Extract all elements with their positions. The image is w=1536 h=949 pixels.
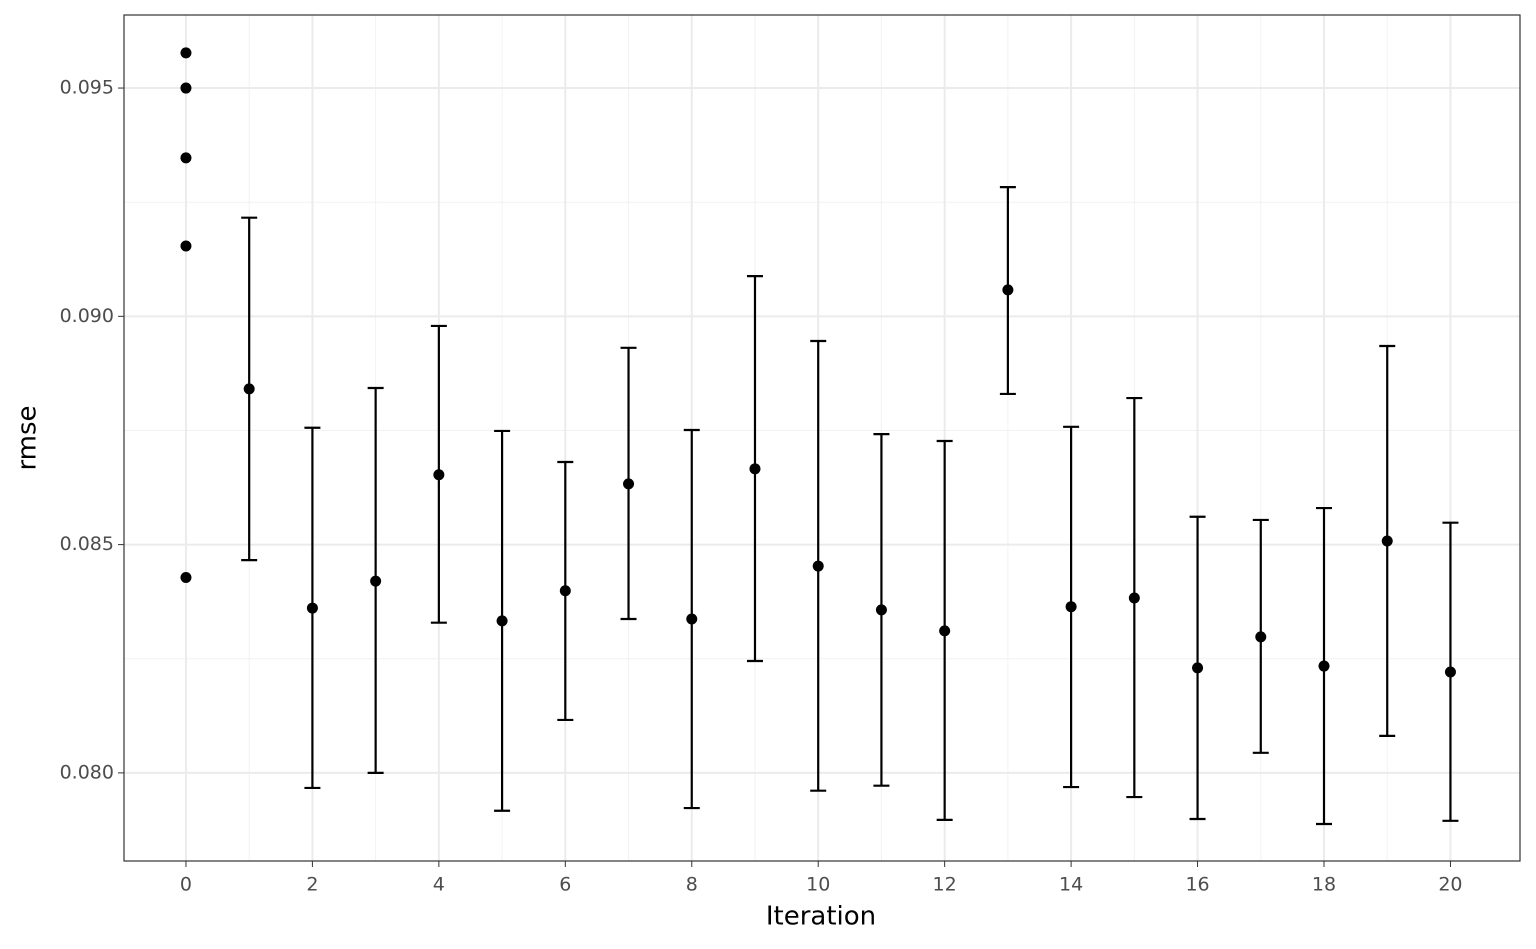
y-tick-label: 0.085 xyxy=(60,533,114,555)
point xyxy=(1192,662,1204,674)
x-tick-label: 4 xyxy=(433,874,445,896)
point xyxy=(939,625,951,637)
point xyxy=(433,469,445,481)
plot-border xyxy=(123,14,1521,862)
x-tick-label: 16 xyxy=(1185,874,1209,896)
point xyxy=(496,615,508,627)
point xyxy=(1128,592,1140,604)
y-tick-label: 0.080 xyxy=(60,761,114,783)
x-tick-label: 8 xyxy=(686,874,698,896)
point xyxy=(1318,660,1330,672)
x-tick-label: 0 xyxy=(180,874,192,896)
y-tick-label: 0.095 xyxy=(60,77,114,99)
point xyxy=(1255,631,1267,643)
y-axis-title: rmse xyxy=(13,405,43,470)
point xyxy=(1002,284,1014,296)
x-tick-label: 14 xyxy=(1059,874,1083,896)
point xyxy=(180,82,192,94)
point xyxy=(875,604,887,616)
x-tick-label: 18 xyxy=(1312,874,1336,896)
point xyxy=(243,383,255,395)
point xyxy=(559,585,571,597)
x-tick-label: 6 xyxy=(559,874,571,896)
point xyxy=(180,571,192,583)
point xyxy=(1381,535,1393,547)
point xyxy=(306,602,318,614)
point xyxy=(1444,666,1456,678)
x-tick-label: 20 xyxy=(1438,874,1462,896)
x-tick-label: 10 xyxy=(806,874,830,896)
x-axis-title: Iteration xyxy=(766,902,876,932)
x-tick-label: 12 xyxy=(933,874,957,896)
point xyxy=(812,560,824,572)
point xyxy=(749,463,761,475)
point xyxy=(180,152,192,164)
point xyxy=(370,575,382,587)
point xyxy=(180,47,192,59)
point xyxy=(623,478,635,490)
x-tick-label: 2 xyxy=(306,874,318,896)
point xyxy=(686,613,698,625)
y-tick-label: 0.090 xyxy=(60,305,114,327)
point xyxy=(1065,601,1077,613)
point xyxy=(180,240,192,252)
